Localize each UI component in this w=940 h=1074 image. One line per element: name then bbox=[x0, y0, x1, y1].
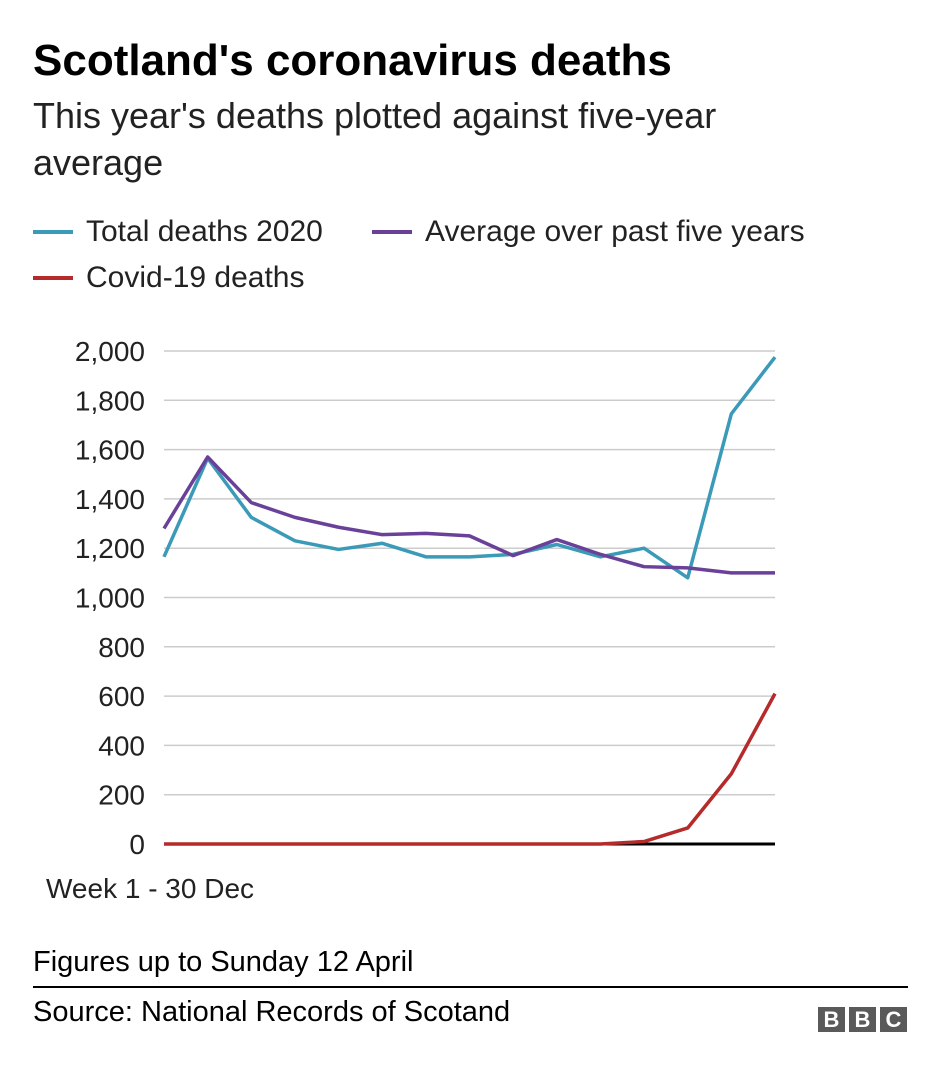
legend-swatch-covid-deaths bbox=[33, 276, 73, 280]
series-line-average-over-past-five-years bbox=[162, 455, 775, 575]
legend-label-total-deaths: Total deaths 2020 bbox=[86, 215, 323, 248]
y-tick-label: 1,200 bbox=[75, 533, 145, 564]
series-line-covid-19-deaths bbox=[164, 692, 777, 846]
chart-title: Scotland's coronavirus deaths bbox=[33, 36, 672, 85]
legend-item-covid-deaths: Covid-19 deaths bbox=[33, 261, 304, 295]
x-axis-label: Week 1 - 30 Dec bbox=[46, 873, 254, 904]
chart-subtitle: This year's deaths plotted against five-… bbox=[33, 95, 717, 183]
series-lines bbox=[162, 356, 777, 846]
line-chart: 0 200 400 600 800 1,000 1,200 1,400 1,600 1,800 2,… bbox=[46, 336, 777, 904]
bbc-logo-letter: B bbox=[818, 1007, 845, 1032]
source-note: Source: National Records of Scotand bbox=[33, 996, 511, 1028]
legend-label-covid-deaths: Covid-19 deaths bbox=[86, 261, 305, 294]
y-tick-label: 1,400 bbox=[75, 484, 145, 515]
y-tick-label: 800 bbox=[98, 632, 145, 663]
footer-divider bbox=[33, 986, 908, 988]
y-tick-label: 400 bbox=[98, 730, 145, 761]
y-tick-label: 1,000 bbox=[75, 583, 145, 614]
legend-item-total-deaths: Total deaths 2020 bbox=[33, 215, 323, 249]
y-tick-label: 200 bbox=[98, 780, 145, 811]
gridlines bbox=[164, 350, 775, 796]
legend-swatch-total-deaths bbox=[33, 230, 73, 234]
legend-item-five-year-average: Average over past five years bbox=[372, 215, 805, 249]
series-line-total-deaths-2020 bbox=[162, 356, 777, 580]
legend-label-five-year-average: Average over past five years bbox=[425, 215, 805, 248]
legend-swatch-five-year-average bbox=[372, 230, 412, 234]
y-axis-tick-labels: 0 200 400 600 800 1,000 1,200 1,400 1,600 1,800 2,… bbox=[75, 336, 145, 860]
y-tick-label: 2,000 bbox=[75, 336, 145, 367]
y-tick-label: 0 bbox=[129, 829, 145, 860]
y-tick-label: 600 bbox=[98, 681, 145, 712]
bbc-logo: B B C bbox=[818, 1007, 907, 1032]
footnote: Figures up to Sunday 12 April bbox=[33, 946, 414, 978]
y-tick-label: 1,600 bbox=[75, 435, 145, 466]
bbc-logo-letter: B bbox=[849, 1007, 876, 1032]
y-tick-label: 1,800 bbox=[75, 385, 145, 416]
bbc-logo-letter: C bbox=[880, 1007, 907, 1032]
